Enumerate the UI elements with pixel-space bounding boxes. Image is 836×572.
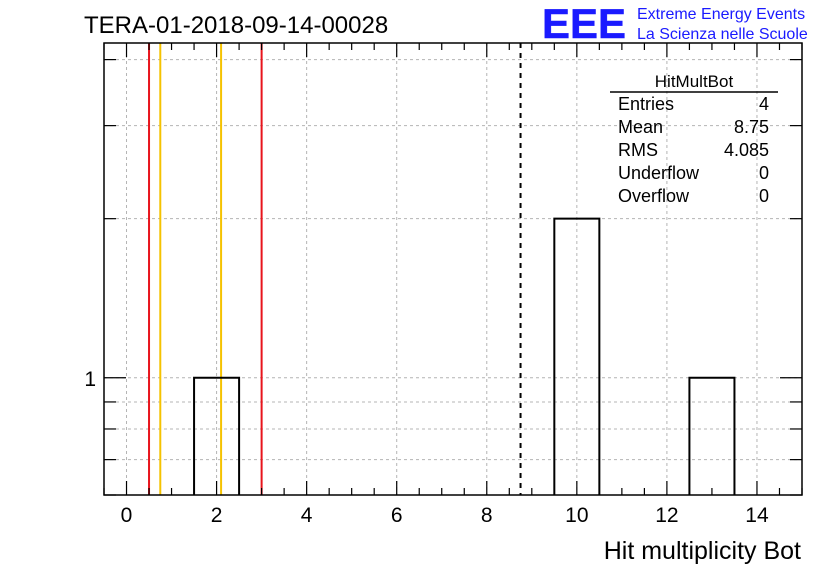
x-tick-label: 8: [481, 504, 493, 527]
logo-letters: EEE: [542, 0, 626, 47]
stats-label-rms: RMS: [618, 140, 658, 160]
x-tick-label: 2: [211, 504, 223, 527]
histogram-bar: [553, 217, 601, 495]
x-tick-label: 14: [745, 504, 769, 527]
chart-title: TERA-01-2018-09-14-00028: [84, 12, 388, 39]
reference-lines: [148, 43, 263, 495]
histogram-bar: [688, 376, 736, 495]
x-tick-label: 10: [565, 504, 588, 527]
stats-value-mean: 8.75: [734, 117, 769, 137]
axes: 0 2 4 6 8 10 12 14 1: [84, 42, 803, 527]
x-axis-title: Hit multiplicity Bot: [604, 537, 801, 565]
stats-label-mean: Mean: [618, 117, 663, 137]
x-tick-label: 6: [391, 504, 403, 527]
eee-logo: EEE Extreme Energy Events La Scienza nel…: [542, 0, 808, 47]
stats-label-entries: Entries: [618, 94, 674, 114]
logo-line-1: Extreme Energy Events: [637, 6, 805, 23]
plot-area: [104, 43, 802, 495]
x-tick-label: 12: [655, 504, 678, 527]
histogram-bar: [193, 376, 241, 495]
stats-title: HitMultBot: [655, 72, 734, 91]
y-tick-label: 1: [84, 368, 96, 391]
stats-box: HitMultBot Entries 4 Mean 8.75 RMS 4.085…: [610, 72, 778, 206]
x-tick-label: 0: [121, 504, 133, 527]
logo-line-2: La Scienza nelle Scuole: [637, 26, 808, 43]
plot-frame: [103, 42, 803, 496]
stats-label-overflow: Overflow: [618, 186, 690, 206]
stats-value-rms: 4.085: [724, 140, 769, 160]
histogram-bars: [193, 217, 736, 495]
stats-value-underflow: 0: [759, 163, 769, 183]
stats-value-overflow: 0: [759, 186, 769, 206]
stats-label-underflow: Underflow: [618, 163, 700, 183]
x-tick-label: 4: [301, 504, 313, 527]
stats-value-entries: 4: [759, 94, 769, 114]
